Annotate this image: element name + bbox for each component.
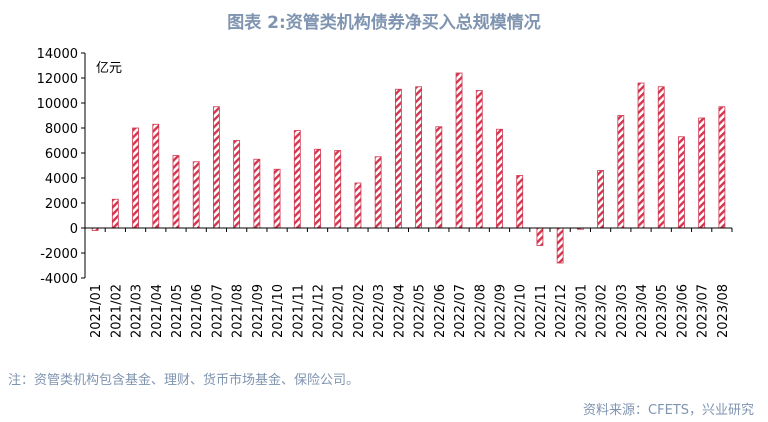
bar-2022-08	[475, 90, 483, 229]
y-tick-label: -4000	[40, 272, 78, 287]
y-tick-label: 0	[70, 222, 78, 237]
x-tick-label: 2022/01	[332, 284, 347, 338]
bar-2023-08	[718, 106, 726, 229]
x-tick-label: 2023/04	[635, 284, 650, 338]
bar-2022-02	[354, 182, 362, 229]
bar-2023-06	[678, 136, 685, 229]
x-tick-label: 2022/12	[554, 284, 569, 338]
bar-2022-07	[455, 72, 463, 229]
bar-2021-02	[111, 198, 119, 229]
bar-2021-10	[273, 168, 281, 229]
bar-2023-03	[617, 115, 625, 229]
bar-2023-02	[597, 170, 604, 229]
x-tick-label: 2021/09	[251, 284, 266, 338]
y-tick-label: -2000	[40, 247, 78, 262]
x-tick-label: 2021/06	[190, 284, 205, 338]
bar-2022-04	[394, 88, 402, 229]
y-tick-label: 6000	[45, 147, 78, 162]
y-unit-label: 亿元	[96, 61, 122, 76]
bar-2023-07	[698, 117, 706, 229]
x-tick-label: 2023/06	[675, 284, 690, 338]
y-tick-label: 8000	[45, 122, 78, 137]
bar-2021-11	[293, 130, 301, 229]
x-tick-label: 2021/02	[109, 284, 124, 338]
source-note: 资料来源：CFETS，兴业研究	[583, 403, 754, 418]
y-tick-label: 2000	[45, 197, 78, 212]
x-tick-label: 2022/04	[392, 284, 407, 338]
bar-2022-03	[374, 156, 382, 229]
x-tick-label: 2022/11	[534, 284, 549, 338]
y-tick-label: 12000	[37, 72, 78, 87]
bar-2021-09	[253, 158, 261, 229]
x-tick-label: 2022/07	[453, 284, 468, 338]
x-tick-label: 2021/08	[231, 284, 246, 338]
bar-2023-05	[657, 86, 665, 229]
bar-2022-12	[556, 227, 564, 264]
x-tick-label: 2023/07	[696, 284, 711, 338]
bar-2021-06	[192, 161, 200, 229]
x-tick-label: 2022/02	[352, 284, 367, 338]
x-tick-label: 2021/05	[170, 284, 185, 338]
bar-2021-08	[233, 140, 241, 229]
y-tick-label: 4000	[45, 172, 78, 187]
bar-2022-10	[516, 175, 524, 229]
x-tick-label: 2022/10	[514, 284, 529, 338]
bar-2021-03	[132, 127, 139, 229]
x-tick-label: 2021/01	[89, 284, 104, 338]
x-tick-label: 2021/07	[210, 284, 225, 338]
x-tick-label: 2023/01	[574, 284, 589, 338]
bar-2022-01	[334, 150, 342, 229]
y-tick-label: 14000	[37, 47, 78, 62]
bar-2022-09	[496, 128, 503, 229]
footnote: 注：资管类机构包含基金、理财、货币市场基金、保险公司。	[8, 373, 360, 388]
bar-2022-05	[415, 86, 423, 229]
bar-2021-05	[172, 155, 180, 229]
x-tick-label: 2022/08	[473, 284, 488, 338]
x-tick-label: 2021/04	[150, 284, 165, 338]
y-tick-label: 10000	[37, 97, 78, 112]
bar-2021-12	[314, 148, 321, 229]
bar-2021-04	[152, 123, 160, 229]
x-tick-label: 2023/05	[655, 284, 670, 338]
x-tick-label: 2021/10	[271, 284, 286, 338]
x-tick-label: 2022/03	[372, 284, 387, 338]
bar-2021-07	[213, 106, 220, 229]
bar-2022-06	[435, 126, 443, 229]
x-tick-label: 2021/03	[130, 284, 145, 338]
x-tick-label: 2023/02	[595, 284, 610, 338]
x-tick-label: 2022/06	[433, 284, 448, 338]
x-tick-label: 2023/03	[615, 284, 630, 338]
x-tick-label: 2023/08	[716, 284, 731, 338]
chart-title: 图表 2:资管类机构债券净买入总规模情况	[227, 13, 541, 33]
x-tick-label: 2021/12	[312, 284, 327, 338]
bar-2023-04	[637, 82, 645, 229]
x-tick-label: 2022/09	[493, 284, 508, 338]
bar-2022-11	[536, 227, 544, 246]
x-tick-label: 2021/11	[291, 284, 306, 338]
x-tick-label: 2022/05	[413, 284, 428, 338]
